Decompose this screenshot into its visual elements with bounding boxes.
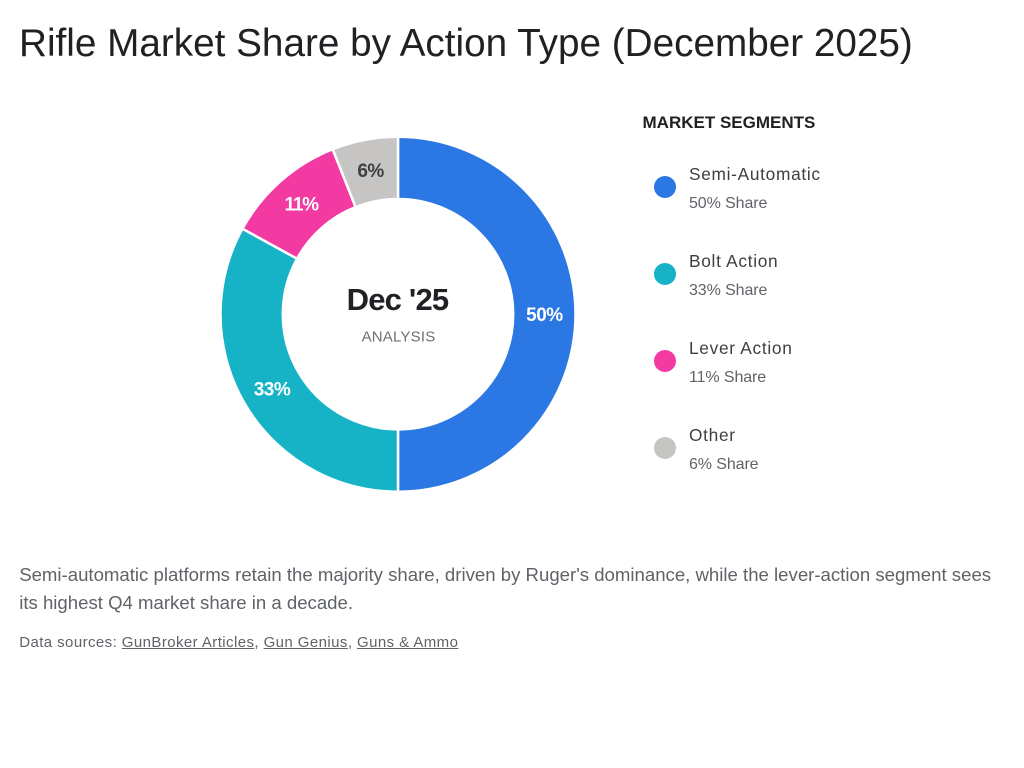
svg-text:50%: 50% <box>526 305 563 326</box>
svg-text:11%: 11% <box>285 195 320 216</box>
svg-text:6%: 6% <box>357 161 384 182</box>
svg-text:Dec '25: Dec '25 <box>347 282 449 317</box>
svg-text:33%: 33% <box>254 379 291 400</box>
svg-text:ANALYSIS: ANALYSIS <box>362 329 436 346</box>
